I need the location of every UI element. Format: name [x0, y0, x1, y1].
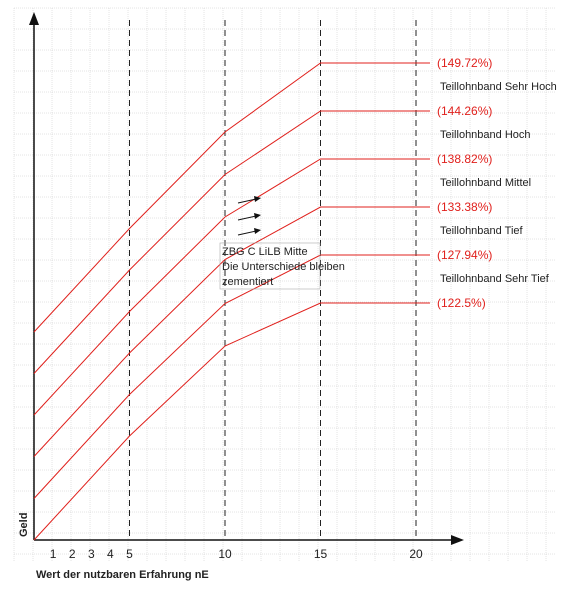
band-label: Teillohnband Tief: [440, 225, 524, 237]
x-tick-label: 10: [218, 547, 232, 561]
x-tick-label: 3: [88, 547, 95, 561]
end-label: (122.5%): [437, 296, 486, 310]
band-label: Teillohnband Sehr Tief: [440, 273, 550, 285]
x-tick-label: 2: [69, 547, 76, 561]
arrow-icon: [237, 228, 261, 236]
end-label: (133.38%): [437, 200, 492, 214]
band-label: Teillohnband Hoch: [440, 129, 531, 141]
end-label: (144.26%): [437, 104, 492, 118]
annotation-line-1: ZBG C LiLB Mitte: [222, 246, 308, 258]
annotation-line-2: Die Unterschiede bleiben: [222, 261, 345, 273]
series-line: [33, 302, 416, 541]
x-tick-label: 20: [409, 547, 423, 561]
band-label: Teillohnband Mittel: [440, 177, 531, 189]
y-axis-arrow-icon: [29, 12, 39, 25]
series-line: [33, 110, 416, 374]
series-line: [33, 206, 416, 457]
end-percentage-labels: (122.5%) (127.94%) (133.38%) (138.82%) (144.…: [437, 56, 492, 310]
arrow-icon: [237, 213, 261, 221]
band-label: Teillohnband Sehr Hoch: [440, 81, 557, 93]
annotation-box: [219, 242, 321, 290]
series-lines: [33, 62, 430, 541]
annotation-line-3: zementiert: [222, 276, 273, 288]
x-tick-labels: 1 2 3 4 5 10 15 20: [50, 547, 423, 561]
series-line: [33, 62, 416, 333]
y-axis-label: Geld: [18, 513, 30, 537]
end-label: (127.94%): [437, 248, 492, 262]
x-tick-label: 5: [126, 547, 133, 561]
x-tick-label: 4: [107, 547, 114, 561]
x-tick-label: 1: [50, 547, 57, 561]
series-line: [33, 158, 416, 416]
band-labels: Teillohnband Sehr Tief Teillohnband Tief T…: [440, 81, 557, 285]
annotation-arrows: [237, 196, 261, 236]
series-line: [33, 254, 416, 499]
x-tick-label: 15: [314, 547, 328, 561]
x-axis-arrow-icon: [451, 535, 464, 545]
x-axis-label: Wert der nutzbaren Erfahrung nE: [36, 569, 209, 581]
end-label: (149.72%): [437, 56, 492, 70]
end-label: (138.82%): [437, 152, 492, 166]
axes: [29, 12, 464, 545]
dashed-reference-lines: [129, 20, 417, 540]
grid: [13, 7, 555, 562]
arrow-icon: [237, 196, 261, 204]
